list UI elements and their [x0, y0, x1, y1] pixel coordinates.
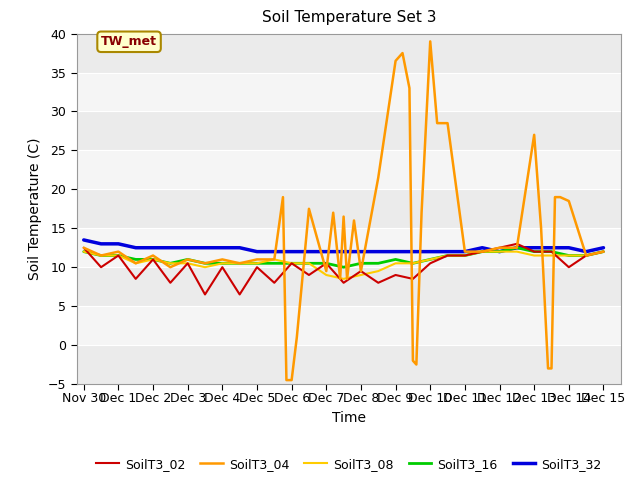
- Bar: [77, 150, 621, 189]
- Bar: [77, 267, 621, 306]
- Bar: [77, 189, 621, 228]
- Y-axis label: Soil Temperature (C): Soil Temperature (C): [28, 138, 42, 280]
- Legend: SoilT3_02, SoilT3_04, SoilT3_08, SoilT3_16, SoilT3_32: SoilT3_02, SoilT3_04, SoilT3_08, SoilT3_…: [91, 453, 607, 476]
- Bar: [77, 72, 621, 111]
- Bar: [77, 306, 621, 345]
- Text: TW_met: TW_met: [101, 36, 157, 48]
- Bar: [77, 345, 621, 384]
- Title: Soil Temperature Set 3: Soil Temperature Set 3: [262, 11, 436, 25]
- Bar: [77, 228, 621, 267]
- Bar: [77, 34, 621, 72]
- X-axis label: Time: Time: [332, 411, 366, 425]
- Bar: [77, 111, 621, 150]
